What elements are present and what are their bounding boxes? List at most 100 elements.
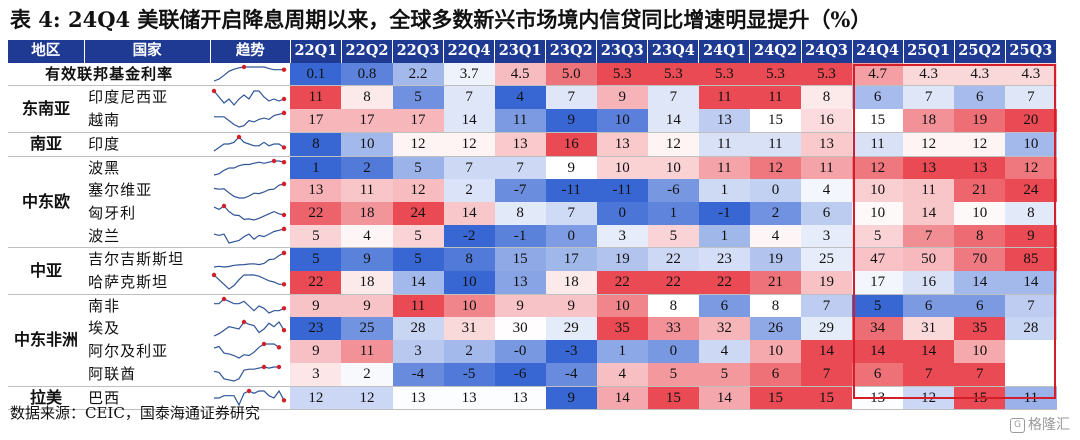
trend-cell xyxy=(210,248,290,271)
value-cell: 14 xyxy=(903,201,955,225)
header-cell: 22Q1 xyxy=(290,40,342,63)
value-cell: 14 xyxy=(596,386,648,411)
value-cell: 12 xyxy=(647,132,699,157)
value-cell: 1 xyxy=(596,340,648,363)
value-cell: 18 xyxy=(341,271,393,295)
country-cell: 埃及 xyxy=(88,319,121,338)
value-cell: 11 xyxy=(852,132,904,157)
trend-cell xyxy=(210,317,290,340)
value-cell: 11 xyxy=(749,132,801,157)
header-cell: 23Q4 xyxy=(647,40,700,63)
value-cell: 13 xyxy=(903,156,955,180)
value-cell: 7 xyxy=(545,85,597,110)
value-cell: 4 xyxy=(698,340,750,363)
value-cell: 15 xyxy=(852,109,904,133)
value-cell: 7 xyxy=(903,85,955,110)
value-cell: 11 xyxy=(749,85,801,110)
value-cell: 1 xyxy=(647,201,699,225)
value-cell: 9 xyxy=(545,156,597,180)
value-cell: 4.3 xyxy=(903,62,955,87)
sparkline-max-marker xyxy=(247,388,252,394)
sparkline-last-marker xyxy=(282,213,287,218)
country-cell: 巴西 xyxy=(84,386,211,411)
value-cell: 8 xyxy=(954,224,1006,249)
value-cell: 21 xyxy=(749,271,801,295)
value-cell: 4.3 xyxy=(954,62,1006,87)
value-cell: 10 xyxy=(954,340,1006,363)
value-cell: -2 xyxy=(443,224,495,249)
value-cell: 0.1 xyxy=(290,62,342,87)
sparkline-max-marker xyxy=(212,273,217,278)
value-cell: 1 xyxy=(698,179,750,202)
value-cell: 85 xyxy=(1005,247,1057,272)
trend-cell xyxy=(210,109,291,133)
table-row: 塞尔维亚 13 11 12 2 -7 -11 -11 -6 1 0 4 10 11 21 24 xyxy=(8,179,1057,202)
sparkline-line xyxy=(214,366,280,382)
region-cell: 中东欧 xyxy=(8,156,85,249)
value-cell: 11 xyxy=(698,132,750,157)
value-cell: 10 xyxy=(443,294,495,318)
value-cell: 5.3 xyxy=(647,62,699,87)
value-cell: 14 xyxy=(801,340,853,363)
header-cell: 24Q1 xyxy=(698,40,751,63)
value-cell: 13 xyxy=(698,109,750,133)
table-title: 表 4: 24Q4 美联储开启降息周期以来，全球多数新兴市场境内信贷同比增速明显… xyxy=(10,7,872,32)
table-row: 阿联酋 3 2 -4 -5 -6 -4 4 5 5 6 7 6 7 7 xyxy=(8,362,1057,387)
sparkline-last-marker xyxy=(282,181,287,186)
value-cell: 3 xyxy=(596,224,648,249)
value-cell: 13 xyxy=(290,179,342,202)
trend-sparkline xyxy=(214,204,287,221)
value-cell: 1 xyxy=(290,156,342,180)
watermark: G 格隆汇 xyxy=(1010,414,1070,434)
trend-cell xyxy=(210,86,290,109)
value-cell: -7 xyxy=(494,179,546,202)
value-cell: 3.7 xyxy=(443,62,495,87)
country-cell: 印度 xyxy=(84,132,211,157)
table-row: 埃及 23 25 28 31 30 29 35 33 32 26 29 34 31 35 28 xyxy=(8,317,1057,341)
value-cell: 0 xyxy=(647,340,699,363)
value-cell: 10 xyxy=(852,179,904,202)
value-cell: 12 xyxy=(903,132,955,157)
header-cell: 25Q1 xyxy=(903,40,955,63)
region-cell: 拉美 xyxy=(8,386,85,411)
value-cell: 6 xyxy=(852,362,904,387)
value-cell: 24 xyxy=(392,201,444,225)
value-cell: 9 xyxy=(290,340,342,363)
value-cell: -1 xyxy=(698,201,750,225)
value-cell: 18 xyxy=(545,271,597,295)
value-cell: 47 xyxy=(852,247,904,272)
value-cell: 11 xyxy=(494,109,546,133)
table-row: 越南 17 17 17 14 11 9 10 14 13 15 16 15 18 19 20 xyxy=(8,109,1057,133)
value-cell: 18 xyxy=(903,109,955,133)
value-cell: 3 xyxy=(392,340,444,363)
country-cell: 匈牙利 xyxy=(88,203,137,222)
value-cell: 28 xyxy=(1005,317,1057,341)
value-cell: 4.5 xyxy=(494,62,546,87)
value-cell: 3 xyxy=(801,224,853,249)
value-cell: 29 xyxy=(545,317,597,341)
value-cell: 19 xyxy=(596,247,648,272)
value-cell: 14 xyxy=(852,340,904,363)
value-cell: 15 xyxy=(494,247,546,272)
value-cell: 13 xyxy=(392,386,444,411)
value-cell: 6 xyxy=(749,362,801,387)
value-cell: 15 xyxy=(647,386,699,411)
value-cell xyxy=(1005,340,1057,363)
value-cell: 2 xyxy=(443,340,495,363)
value-cell: 25 xyxy=(801,247,853,272)
trend-sparkline xyxy=(214,319,287,337)
value-cell: 16 xyxy=(545,132,597,157)
value-cell: -3 xyxy=(545,340,597,363)
trend-cell xyxy=(210,132,291,157)
value-cell: 12 xyxy=(443,132,495,157)
value-cell: -11 xyxy=(545,179,597,202)
value-cell: 11 xyxy=(341,340,393,363)
watermark-text: 格隆汇 xyxy=(1028,417,1070,433)
value-cell: 11 xyxy=(1005,386,1057,411)
trend-sparkline xyxy=(214,181,287,199)
sparkline-max-marker xyxy=(262,364,267,370)
value-cell: 0 xyxy=(749,179,801,202)
value-cell: 32 xyxy=(698,317,750,341)
value-cell: 21 xyxy=(954,179,1006,202)
trend-sparkline xyxy=(214,64,287,82)
